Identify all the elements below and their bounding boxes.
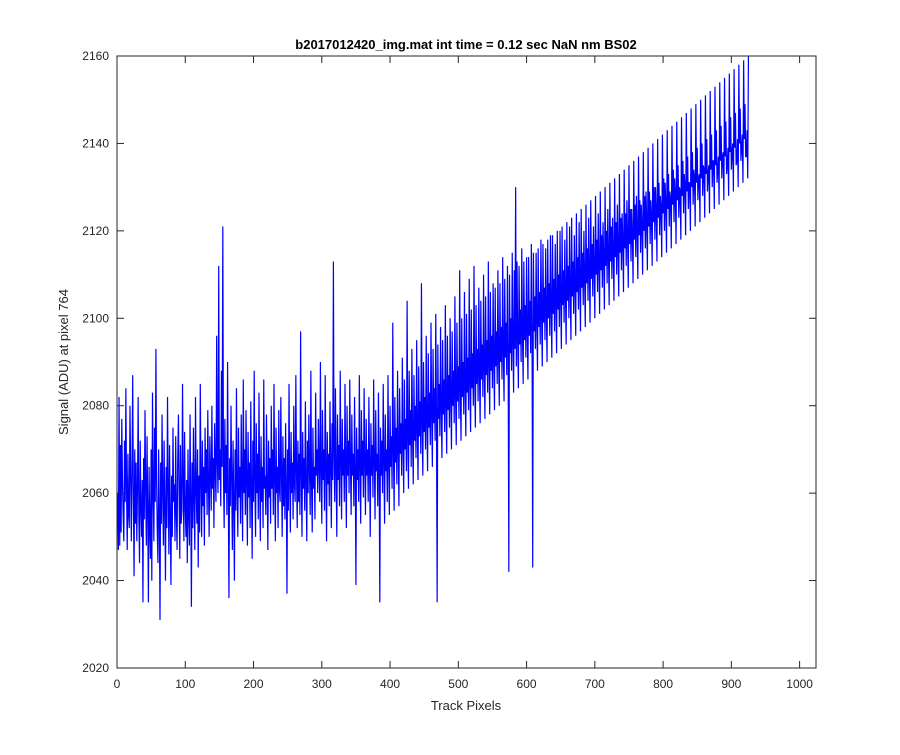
x-tick-label: 1000 [786,677,813,691]
x-axis-label: Track Pixels [431,698,502,713]
y-tick-label: 2160 [82,49,109,63]
chart-title: b2017012420_img.mat int time = 0.12 sec … [295,37,636,52]
y-axis-label: Signal (ADU) at pixel 764 [56,289,71,435]
x-tick-label: 200 [244,677,264,691]
x-tick-label: 0 [114,677,121,691]
y-tick-label: 2140 [82,136,109,150]
x-axis: 0 100 200 300 400 500 600 700 800 900 1000 [114,56,813,691]
x-tick-label: 700 [585,677,605,691]
axes-box [116,55,817,669]
series-layer [117,55,750,620]
x-tick-label: 900 [721,677,741,691]
y-tick-label: 2040 [82,574,109,588]
x-tick-label: 100 [175,677,195,691]
x-tick-label: 600 [517,677,537,691]
x-tick-label: 800 [653,677,673,691]
y-tick-label: 2060 [82,486,109,500]
series-line-0 [117,55,750,620]
y-tick-label: 2080 [82,399,109,413]
y-tick-label: 2100 [82,311,109,325]
y-tick-label: 2020 [82,661,109,675]
x-tick-label: 500 [448,677,468,691]
y-tick-label: 2120 [82,224,109,238]
x-tick-label: 400 [380,677,400,691]
x-tick-label: 300 [312,677,332,691]
y-axis: 2020 2040 2060 2080 2100 2120 2140 2160 [82,49,816,675]
